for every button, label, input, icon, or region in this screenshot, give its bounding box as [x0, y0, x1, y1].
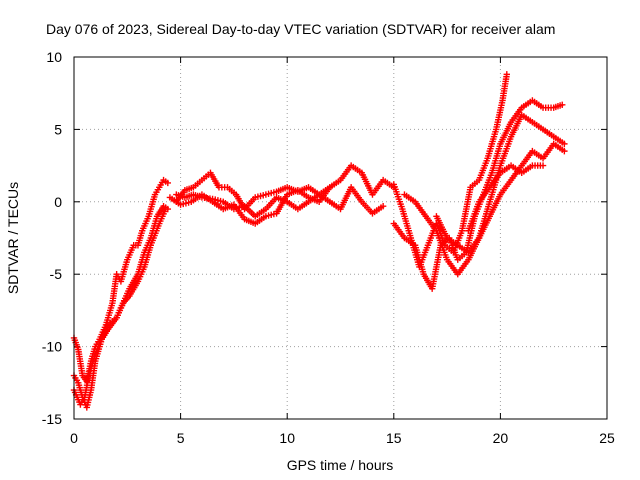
axis-ticks: 0 5 10 15 20 25 -15 -10 -5 0 5 10 [42, 49, 615, 446]
data-point-marker [503, 71, 510, 78]
x-axis-label: GPS time / hours [287, 457, 394, 473]
data-point-marker [162, 205, 169, 213]
series-track-7 [390, 71, 510, 271]
y-tick-label: 0 [54, 194, 62, 210]
data-point-marker [561, 147, 568, 155]
data-point-marker [379, 202, 387, 210]
series-track-11 [465, 162, 547, 234]
plot-frame [73, 56, 608, 420]
x-tick-label: 15 [386, 430, 402, 446]
series-track-8 [390, 97, 566, 292]
x-tick-label: 10 [279, 430, 295, 446]
x-tick-label: 25 [599, 430, 615, 446]
series-track-3 [70, 205, 169, 408]
x-tick-label: 20 [493, 430, 509, 446]
y-tick-label: -15 [42, 411, 62, 427]
y-axis-label: SDTVAR / TECUs [5, 182, 21, 294]
y-tick-label: 10 [46, 49, 62, 65]
data-point-marker [559, 101, 566, 108]
chart-title: Day 076 of 2023, Sidereal Day-to-day VTE… [46, 21, 555, 37]
y-tick-label: 5 [54, 121, 62, 137]
x-tick-label: 0 [70, 430, 78, 446]
y-tick-label: -5 [50, 266, 63, 282]
x-tick-label: 5 [177, 430, 185, 446]
data-point-marker [561, 140, 568, 148]
data-series [70, 71, 568, 411]
data-point-marker [326, 184, 334, 191]
y-tick-label: -10 [42, 339, 62, 355]
data-point-marker [539, 162, 547, 169]
series-track-1 [70, 176, 172, 385]
data-point-marker [164, 179, 172, 187]
series-track-6 [166, 184, 334, 227]
